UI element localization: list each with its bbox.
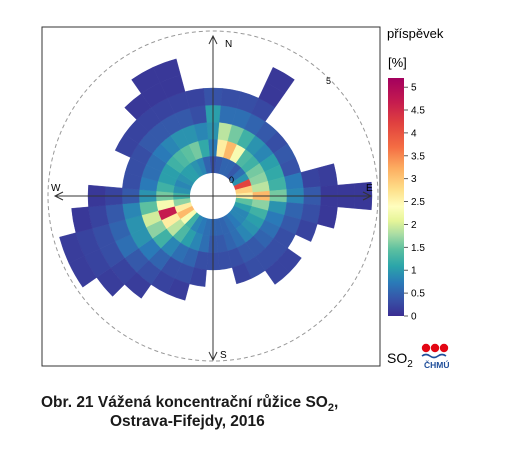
rose-cell-dir340-ring7 bbox=[152, 58, 181, 83]
rose-sectors bbox=[59, 58, 373, 301]
ring-label-five: 5 bbox=[326, 76, 331, 86]
rose-cell-dir350-ring5 bbox=[184, 88, 206, 109]
compass-cross bbox=[53, 34, 373, 362]
colorbar-tick-label: 0 bbox=[411, 312, 417, 323]
colorbar-tick-label: 4 bbox=[411, 128, 417, 139]
colorbar bbox=[388, 78, 404, 316]
rose-cell-dir100-ring6 bbox=[317, 205, 338, 229]
ring-label-zero: 0 bbox=[229, 175, 234, 185]
colorbar-tick-label: 1.5 bbox=[411, 243, 425, 254]
figure-caption-line2: Ostrava-Fifejdy, 2016 bbox=[110, 413, 265, 430]
pollutant-label: SO2 bbox=[387, 350, 413, 370]
legend-unit: [%] bbox=[388, 55, 407, 70]
colorbar-ticks: 5 4.5 4 3.5 3 2.5 2 1.5 1 0.5 0 bbox=[404, 83, 425, 323]
colorbar-tick-label: 2 bbox=[411, 220, 417, 231]
figure-caption-line1: Obr. 21 Vážená koncentrační růžice SO2, bbox=[41, 394, 339, 414]
east-label: E bbox=[366, 183, 373, 194]
north-label: N bbox=[225, 39, 232, 50]
wind-rose-chart: N S W E 0 5 příspěvek [%] 5 4.5 4 3.5 3 2.5 2 1… bbox=[41, 26, 450, 370]
chmu-logo: ČHMÚ bbox=[421, 343, 450, 370]
colorbar-tick-label: 0.5 bbox=[411, 289, 425, 300]
legend-title: příspěvek bbox=[387, 26, 444, 41]
rose-cell-dir30-ring7 bbox=[265, 67, 295, 94]
colorbar-tick-label: 1 bbox=[411, 266, 417, 277]
west-label: W bbox=[51, 183, 61, 194]
logo-text: ČHMÚ bbox=[424, 359, 450, 370]
colorbar-tick-label: 3.5 bbox=[411, 151, 425, 162]
colorbar-tick-label: 4.5 bbox=[411, 106, 425, 117]
colorbar-tick-label: 5 bbox=[411, 83, 417, 94]
colorbar-tick-label: 3 bbox=[411, 174, 417, 185]
south-label: S bbox=[220, 350, 227, 361]
colorbar-tick-label: 2.5 bbox=[411, 197, 425, 208]
rose-cell-dir80-ring6 bbox=[317, 163, 338, 187]
